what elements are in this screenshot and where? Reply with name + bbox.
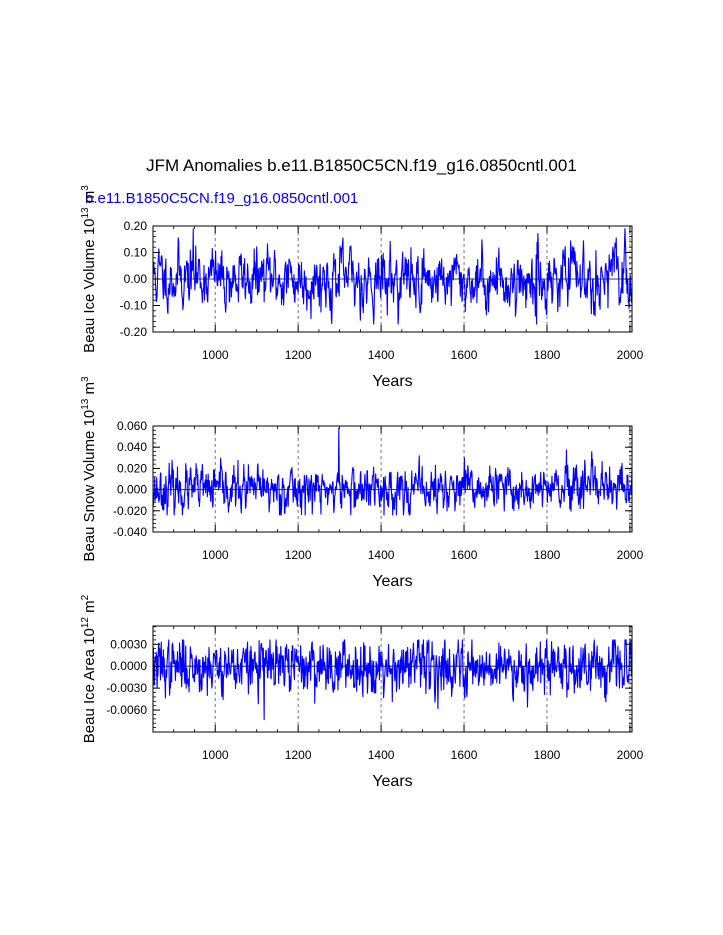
- x-tick-label: 1000: [202, 348, 229, 362]
- y-axis-label-unit-exponent: 3: [80, 185, 91, 191]
- y-axis-label-base: Beau Ice Volume 10: [81, 219, 98, 353]
- y-tick-label: 0.0030: [110, 637, 147, 651]
- y-tick-label: -0.0060: [106, 703, 147, 717]
- y-tick-label: 0.000: [117, 483, 147, 497]
- y-tick-label: -0.10: [120, 299, 148, 313]
- panel-beau-ice-volume: 1000 1200 1400 1600 1800 2000 -0.20 -0.10 0.00 0.…: [80, 185, 644, 390]
- y-tick-label: -0.020: [113, 504, 147, 518]
- y-axis-label: Beau Snow Volume 1013 m3: [80, 376, 98, 562]
- y-tick-label: -0.0030: [106, 681, 147, 695]
- y-axis-label: Beau Ice Area 1012 m2: [80, 594, 98, 743]
- y-axis-label: Beau Ice Volume 1013 m3: [80, 185, 98, 353]
- y-axis-label-base: Beau Ice Area 10: [81, 628, 98, 743]
- plot-frame: [152, 425, 633, 533]
- x-tick-label: 1800: [534, 748, 561, 762]
- figure-title: JFM Anomalies b.e11.B1850C5CN.f19_g16.08…: [146, 156, 577, 175]
- x-tick-label: 1200: [285, 748, 312, 762]
- y-tick-label: 0.060: [117, 419, 147, 433]
- x-tick-label: 2000: [617, 348, 644, 362]
- y-tick-label: 0.0000: [110, 659, 147, 673]
- y-axis-label-exponent: 13: [80, 398, 91, 410]
- case-label: b.e11.B1850C5CN.f19_g16.0850cntl.001: [85, 190, 359, 207]
- y-tick-label: -0.040: [113, 525, 147, 539]
- x-tick-label: 1600: [451, 348, 478, 362]
- x-tick-label: 1200: [285, 548, 312, 562]
- y-axis-label-exponent: 12: [80, 617, 91, 629]
- x-tick-label: 2000: [617, 748, 644, 762]
- y-axis-label-unit-exponent: 3: [80, 376, 91, 382]
- y-tick-label: 0.020: [117, 461, 147, 475]
- x-tick-label: 1400: [368, 348, 395, 362]
- y-axis-label-base: Beau Snow Volume 10: [81, 410, 98, 562]
- y-tick-label: -0.20: [120, 325, 148, 339]
- x-tick-label: 1400: [368, 748, 395, 762]
- y-tick-label: 0.00: [124, 272, 148, 286]
- y-tick-label: 0.040: [117, 440, 147, 454]
- series-line-beau-ice-area: [152, 639, 633, 721]
- panel-beau-snow-volume: 1000 1200 1400 1600 1800 2000 -0.040 -0.020 0.00…: [80, 376, 644, 590]
- x-axis-label: Years: [372, 773, 412, 790]
- y-axis-label-unit-exponent: 2: [80, 594, 91, 600]
- x-tick-label: 1400: [368, 548, 395, 562]
- y-tick-label: 0.10: [124, 246, 148, 260]
- y-axis-label-unit: m: [81, 382, 98, 399]
- x-tick-label: 1600: [451, 748, 478, 762]
- x-tick-label: 1600: [451, 548, 478, 562]
- x-axis-label: Years: [372, 573, 412, 590]
- x-tick-label: 1800: [534, 348, 561, 362]
- y-axis-label-unit: m: [81, 191, 98, 208]
- x-tick-label: 1200: [285, 348, 312, 362]
- panel-beau-ice-area: 1000 1200 1400 1600 1800 2000 -0.0060 -0.0030 0.…: [80, 594, 644, 790]
- series-line-beau-snow-volume: [152, 427, 633, 516]
- x-tick-label: 1000: [202, 748, 229, 762]
- x-tick-label: 1000: [202, 548, 229, 562]
- series-line-beau-ice-volume: [152, 228, 633, 325]
- y-axis-label-exponent: 13: [80, 207, 91, 219]
- x-axis-label: Years: [372, 373, 412, 390]
- x-tick-label: 2000: [617, 548, 644, 562]
- y-axis-label-unit: m: [81, 600, 98, 617]
- y-tick-label: 0.20: [124, 219, 148, 233]
- x-tick-label: 1800: [534, 548, 561, 562]
